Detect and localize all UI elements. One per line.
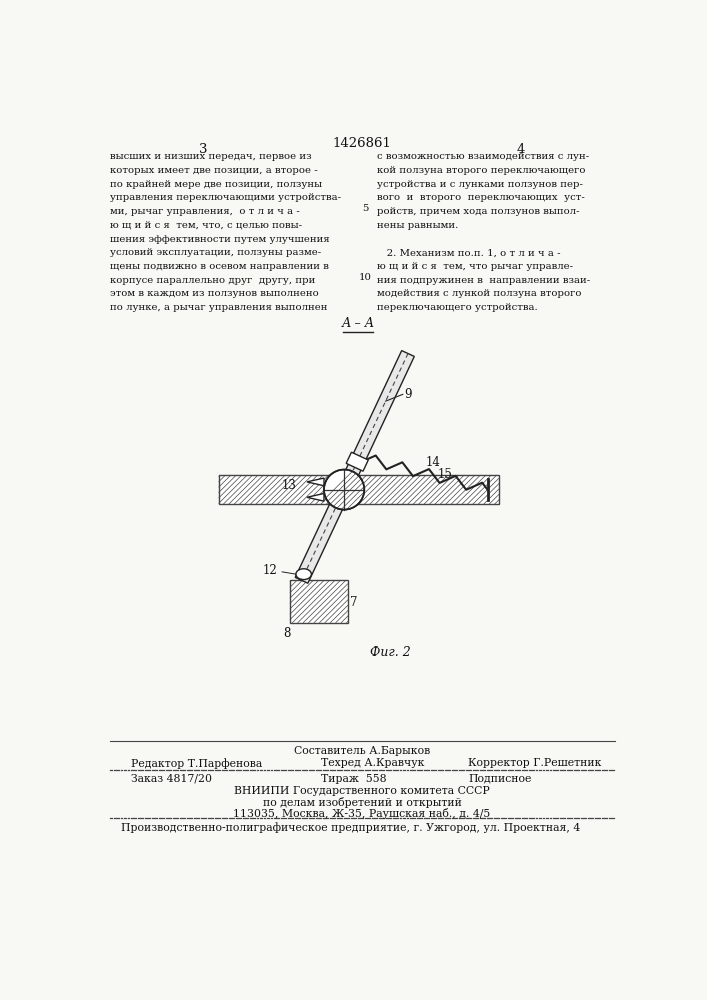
Bar (218, 475, 499, 504)
Text: Техред А.Кравчук: Техред А.Кравчук (321, 758, 424, 768)
Text: ройств, причем хода ползунов выпол-: ройств, причем хода ползунов выпол- (377, 207, 579, 216)
Text: ми, рычаг управления,  о т л и ч а -: ми, рычаг управления, о т л и ч а - (110, 207, 300, 216)
Text: 7: 7 (351, 596, 358, 609)
Polygon shape (307, 493, 324, 501)
Text: ю щ и й с я  тем, что, с целью повы-: ю щ и й с я тем, что, с целью повы- (110, 221, 302, 230)
Text: ВНИИПИ Государственного комитета СССР: ВНИИПИ Государственного комитета СССР (234, 786, 490, 796)
Text: 9: 9 (404, 388, 412, 401)
Text: ния подпружинен в  направлении взаи-: ния подпружинен в направлении взаи- (377, 276, 590, 285)
Text: по лунке, а рычаг управления выполнен: по лунке, а рычаг управления выполнен (110, 303, 327, 312)
Text: Заказ 4817/20: Заказ 4817/20 (131, 774, 212, 784)
Text: высших и низших передач, первое из: высших и низших передач, первое из (110, 152, 312, 161)
Text: щены подвижно в осевом направлении в: щены подвижно в осевом направлении в (110, 262, 329, 271)
Polygon shape (296, 351, 414, 583)
Text: Подписное: Подписное (468, 774, 532, 784)
Polygon shape (307, 478, 324, 486)
Circle shape (324, 470, 364, 510)
Text: Корректор Г.Решетник: Корректор Г.Решетник (468, 758, 602, 768)
Text: 5: 5 (362, 204, 368, 213)
Text: Фиг. 2: Фиг. 2 (370, 646, 411, 659)
Text: 113035, Москва, Ж-35, Раушская наб., д. 4/5: 113035, Москва, Ж-35, Раушская наб., д. … (233, 808, 491, 819)
Text: по делам изобретений и открытий: по делам изобретений и открытий (262, 797, 462, 808)
Text: 10: 10 (358, 273, 371, 282)
Text: 4: 4 (517, 143, 525, 156)
Text: по крайней мере две позиции, ползуны: по крайней мере две позиции, ползуны (110, 180, 322, 189)
Text: с возможностью взаимодействия с лун-: с возможностью взаимодействия с лун- (377, 152, 589, 161)
Text: 12: 12 (263, 564, 278, 577)
Text: управления переключающими устройства-: управления переключающими устройства- (110, 193, 341, 202)
Text: устройства и с лунками ползунов пер-: устройства и с лунками ползунов пер- (377, 180, 583, 189)
Polygon shape (346, 452, 368, 471)
Text: 13: 13 (281, 479, 296, 492)
Text: 14: 14 (426, 456, 440, 469)
Text: Редактор Т.Парфенова: Редактор Т.Парфенова (131, 758, 262, 769)
Text: Тираж  558: Тираж 558 (321, 774, 387, 784)
Text: этом в каждом из ползунов выполнено: этом в каждом из ползунов выполнено (110, 289, 319, 298)
Ellipse shape (296, 569, 311, 580)
Text: Составитель А.Барыков: Составитель А.Барыков (294, 746, 430, 756)
Text: Производственно-полиграфическое предприятие, г. Ужгород, ул. Проектная, 4: Производственно-полиграфическое предприя… (121, 822, 580, 833)
Text: 15: 15 (437, 468, 452, 481)
Text: модействия с лункой ползуна второго: модействия с лункой ползуна второго (377, 289, 581, 298)
Text: 3: 3 (199, 143, 207, 156)
Text: нены равными.: нены равными. (377, 221, 458, 230)
Text: корпусе параллельно друг  другу, при: корпусе параллельно друг другу, при (110, 276, 315, 285)
Text: переключающего устройства.: переключающего устройства. (377, 303, 537, 312)
Bar (290, 580, 348, 623)
Text: 8: 8 (284, 627, 291, 640)
Text: которых имеет две позиции, а второе -: которых имеет две позиции, а второе - (110, 166, 317, 175)
Text: А – А: А – А (341, 317, 375, 330)
Text: 1426861: 1426861 (332, 137, 392, 150)
Text: 2. Механизм по.п. 1, о т л и ч а -: 2. Механизм по.п. 1, о т л и ч а - (377, 248, 560, 257)
Text: ю щ и й с я  тем, что рычаг управле-: ю щ и й с я тем, что рычаг управле- (377, 262, 573, 271)
Text: кой ползуна второго переключающего: кой ползуна второго переключающего (377, 166, 585, 175)
Text: вого  и  второго  переключающих  уст-: вого и второго переключающих уст- (377, 193, 585, 202)
Text: условий эксплуатации, ползуны разме-: условий эксплуатации, ползуны разме- (110, 248, 321, 257)
Text: шения эффективности путем улучшения: шения эффективности путем улучшения (110, 235, 329, 244)
